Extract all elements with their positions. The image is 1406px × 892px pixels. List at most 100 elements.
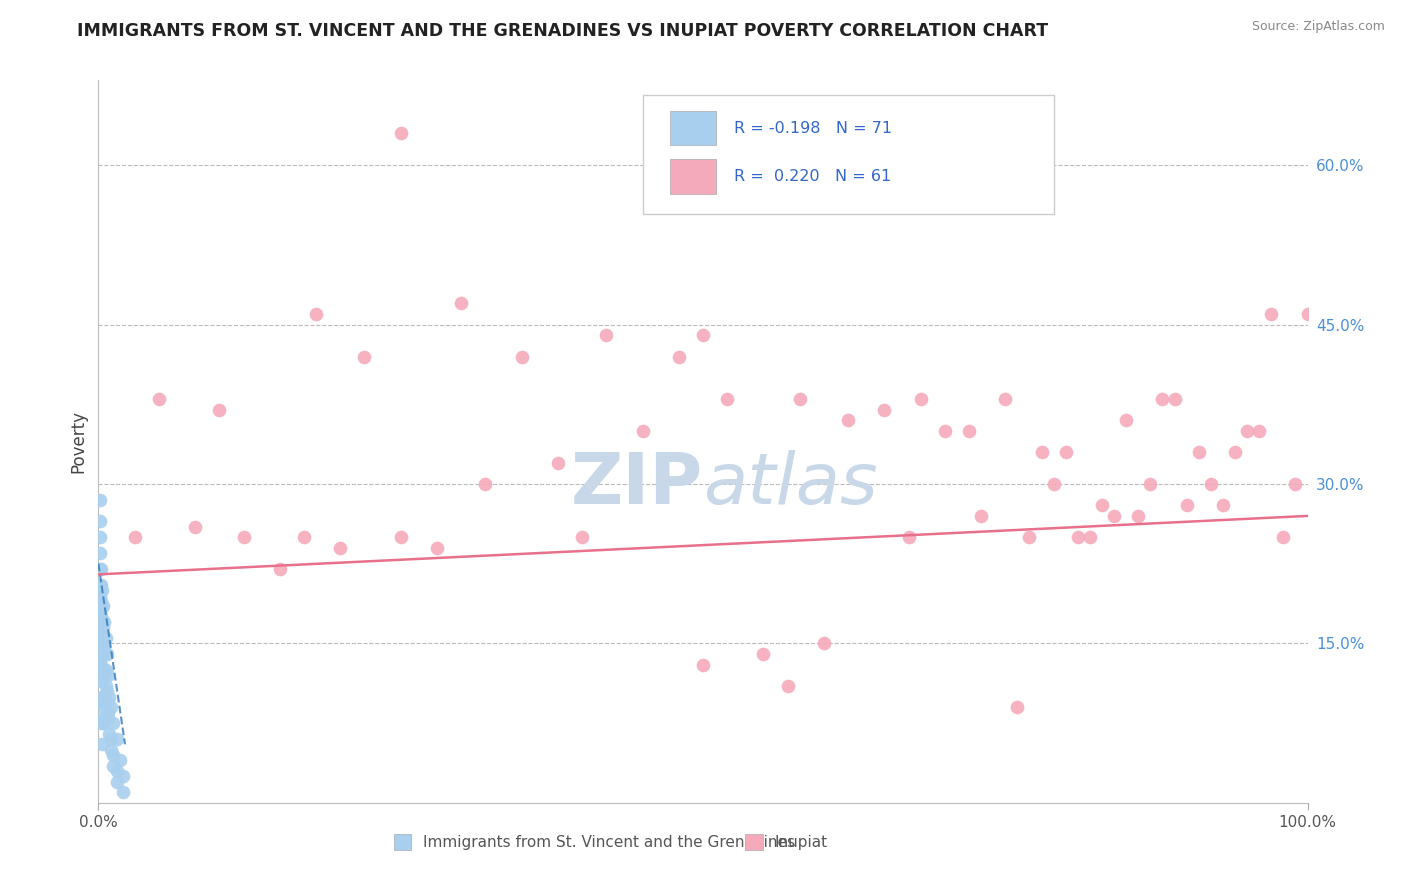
Point (1212, 498, 1234, 512)
Point (1139, 477, 1161, 491)
Point (668, 350, 690, 364)
Point (108, 753, 131, 767)
Bar (671, 111, 716, 145)
Point (547, 456, 569, 470)
Point (111, 769, 134, 783)
Point (91, 599, 114, 614)
Point (97, 668, 120, 682)
Point (98, 727, 121, 741)
FancyBboxPatch shape (643, 95, 1053, 214)
Point (426, 541, 449, 555)
Point (1031, 445, 1053, 459)
Text: R =  0.220   N = 61: R = 0.220 N = 61 (734, 169, 891, 184)
Point (91, 599, 114, 614)
Point (91, 631, 114, 645)
Point (100, 732, 122, 747)
Point (91, 615, 114, 630)
Point (994, 392, 1017, 406)
Text: Source: ZipAtlas.com: Source: ZipAtlas.com (1251, 20, 1385, 33)
Point (1042, 477, 1064, 491)
Point (208, 402, 231, 417)
Point (97, 711, 120, 725)
Point (91, 647, 114, 661)
Point (90, 610, 112, 624)
Point (970, 508, 993, 523)
Point (94, 663, 117, 677)
Point (90, 625, 112, 640)
Point (1223, 445, 1246, 459)
Point (716, 392, 738, 406)
Point (1007, 700, 1029, 714)
Point (90, 695, 112, 709)
Point (934, 424, 956, 438)
Bar (671, 159, 716, 194)
Point (91, 737, 114, 751)
Point (89, 610, 111, 624)
Point (90, 641, 112, 656)
Point (1236, 424, 1258, 438)
Point (389, 530, 412, 544)
Point (90, 716, 112, 731)
Point (1249, 424, 1271, 438)
Point (89, 546, 111, 560)
Y-axis label: Poverty: Poverty (69, 410, 87, 473)
Point (1199, 477, 1222, 491)
Point (101, 747, 124, 762)
Point (1284, 477, 1306, 491)
Point (124, 530, 146, 544)
Point (91, 690, 114, 704)
Point (96, 647, 118, 661)
Text: Inupiat: Inupiat (775, 835, 827, 849)
Point (776, 679, 799, 693)
Point (1054, 445, 1077, 459)
Point (89, 594, 111, 608)
Point (91, 641, 114, 656)
Point (94, 695, 117, 709)
Point (94, 631, 117, 645)
Point (89, 562, 111, 576)
Text: R = -0.198   N = 71: R = -0.198 N = 71 (734, 120, 893, 136)
Point (1152, 392, 1174, 406)
Point (184, 519, 207, 533)
Text: IMMIGRANTS FROM ST. VINCENT AND THE GRENADINES VS INUPIAT POVERTY CORRELATION CH: IMMIGRANTS FROM ST. VINCENT AND THE GREN… (77, 22, 1049, 40)
Point (89, 631, 111, 645)
Point (1078, 530, 1101, 544)
Point (1163, 392, 1185, 406)
Point (91, 647, 114, 661)
Point (813, 636, 835, 650)
Point (89, 514, 111, 528)
Point (90, 578, 112, 592)
Point (897, 530, 920, 544)
Point (1018, 530, 1040, 544)
Point (89, 493, 111, 508)
Point (692, 657, 714, 672)
Point (96, 684, 118, 698)
Point (101, 758, 124, 772)
Point (89, 530, 111, 544)
Point (450, 296, 472, 310)
Point (105, 774, 128, 789)
Point (89, 605, 111, 619)
Point (100, 700, 122, 714)
Point (1296, 307, 1319, 321)
Point (595, 328, 617, 343)
Point (389, 127, 412, 141)
Point (90, 625, 112, 640)
Point (329, 541, 352, 555)
Point (692, 328, 714, 343)
Point (269, 562, 291, 576)
Point (292, 530, 315, 544)
Point (93, 615, 115, 630)
Point (93, 668, 115, 682)
Point (957, 424, 980, 438)
Point (510, 350, 533, 364)
Point (305, 307, 328, 321)
Point (1188, 445, 1211, 459)
Point (105, 732, 128, 747)
Point (101, 716, 124, 731)
Point (837, 413, 859, 427)
Point (91, 690, 114, 704)
Point (91, 631, 114, 645)
Point (96, 695, 118, 709)
Point (90, 610, 112, 624)
